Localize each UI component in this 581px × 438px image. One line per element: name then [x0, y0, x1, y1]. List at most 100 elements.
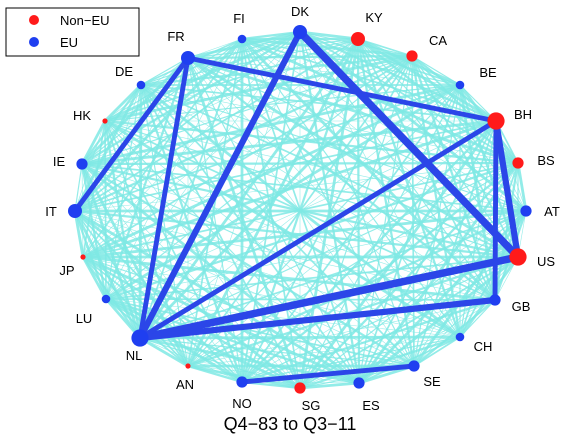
node-de [136, 80, 146, 90]
background-edge [240, 38, 497, 301]
background-edge [187, 38, 243, 367]
edge-fr-it [72, 55, 191, 214]
node-label-us: US [537, 254, 555, 269]
background-edge [74, 120, 106, 212]
node-label-jp: JP [59, 263, 74, 278]
background-edge [74, 210, 496, 301]
background-edge [82, 256, 141, 339]
background-edge [104, 119, 461, 339]
background-edge [241, 38, 527, 212]
background-edge [187, 57, 496, 301]
background-edge [413, 256, 519, 367]
background-edge [105, 298, 496, 301]
background-edge [187, 57, 527, 212]
node-fr [181, 51, 195, 65]
legend-marker-non-eu [29, 15, 39, 25]
edge-dk-nl [136, 28, 304, 342]
background-edge [104, 120, 189, 367]
background-edge [73, 210, 108, 300]
strong-edges [72, 28, 522, 385]
node-label-be: BE [479, 65, 497, 80]
node-es [353, 377, 365, 389]
diagram-caption: Q4−83 to Q3−11 [224, 414, 357, 434]
edge-no-se [239, 363, 417, 385]
background-edge [80, 120, 107, 165]
background-edge [187, 336, 461, 367]
node-ca [406, 50, 418, 62]
background-edge [140, 84, 496, 301]
background-edge [81, 31, 301, 165]
background-edge [459, 84, 527, 212]
legend-marker-eu [29, 37, 39, 47]
node-fi [237, 34, 247, 44]
node-label-ch: CH [474, 339, 493, 354]
background-edge [139, 38, 243, 339]
background-edge [82, 256, 461, 338]
node-dk [293, 25, 307, 39]
background-edge [299, 30, 359, 41]
node-hk [102, 118, 108, 124]
legend-box [5, 7, 140, 57]
background-edge [139, 337, 415, 367]
background-edge [186, 57, 302, 389]
node-nl [131, 329, 149, 347]
node-se [408, 360, 420, 372]
node-jp [80, 254, 86, 260]
background-edge [82, 83, 461, 259]
background-edge [140, 84, 519, 164]
background-edge [81, 163, 84, 258]
background-edge [241, 37, 413, 58]
background-edge [241, 38, 461, 338]
node-label-fi: FI [233, 11, 245, 26]
background-edge [104, 84, 142, 122]
node-label-ca: CA [429, 33, 447, 48]
node-bh [487, 112, 505, 130]
node-label-hk: HK [73, 108, 91, 123]
background-edge [187, 38, 243, 59]
background-edge [81, 84, 142, 165]
node-label-es: ES [362, 398, 380, 413]
background-edges [73, 30, 528, 390]
background-edge [139, 337, 243, 383]
background-edge [82, 38, 243, 258]
background-edge [73, 210, 85, 258]
background-edge [104, 120, 415, 367]
node-label-bh: BH [514, 107, 532, 122]
background-edge [187, 364, 243, 384]
node-label-dk: DK [291, 4, 309, 19]
background-edge [81, 38, 243, 165]
background-edge [299, 381, 360, 390]
background-edge [73, 38, 244, 212]
node-label-it: IT [45, 204, 57, 219]
background-edge [516, 162, 528, 212]
background-edge [241, 38, 301, 389]
node-ch [455, 332, 465, 342]
node-it [68, 204, 82, 218]
background-edge [140, 84, 519, 258]
legend: Non−EU EU [5, 7, 140, 57]
background-edge [81, 162, 360, 385]
background-edge [241, 38, 360, 384]
background-edge [104, 57, 189, 122]
edge-nl-bh [137, 118, 499, 341]
background-edge [74, 163, 83, 212]
legend-label-non-eu: Non−EU [60, 13, 110, 28]
background-edge [241, 30, 301, 41]
node-labels: DK KY CA BE BH BS AT US GB CH SE ES SG NO AN NL LU JP IT IE… [45, 4, 560, 413]
edge-fr-bh [185, 55, 499, 124]
node-label-gb: GB [512, 299, 531, 314]
node-an [185, 363, 191, 369]
node-ky [351, 32, 365, 46]
background-edge [241, 38, 519, 258]
background-edge [298, 120, 498, 389]
background-edge [241, 38, 497, 122]
background-edge [81, 57, 189, 165]
node-label-se: SE [423, 374, 441, 389]
edge-nl-us [136, 253, 522, 342]
node-us [509, 248, 527, 266]
legend-label-eu: EU [60, 35, 78, 50]
background-edge [74, 209, 301, 390]
node-bs [512, 157, 524, 169]
background-edge [82, 57, 189, 258]
background-edge [139, 336, 189, 368]
